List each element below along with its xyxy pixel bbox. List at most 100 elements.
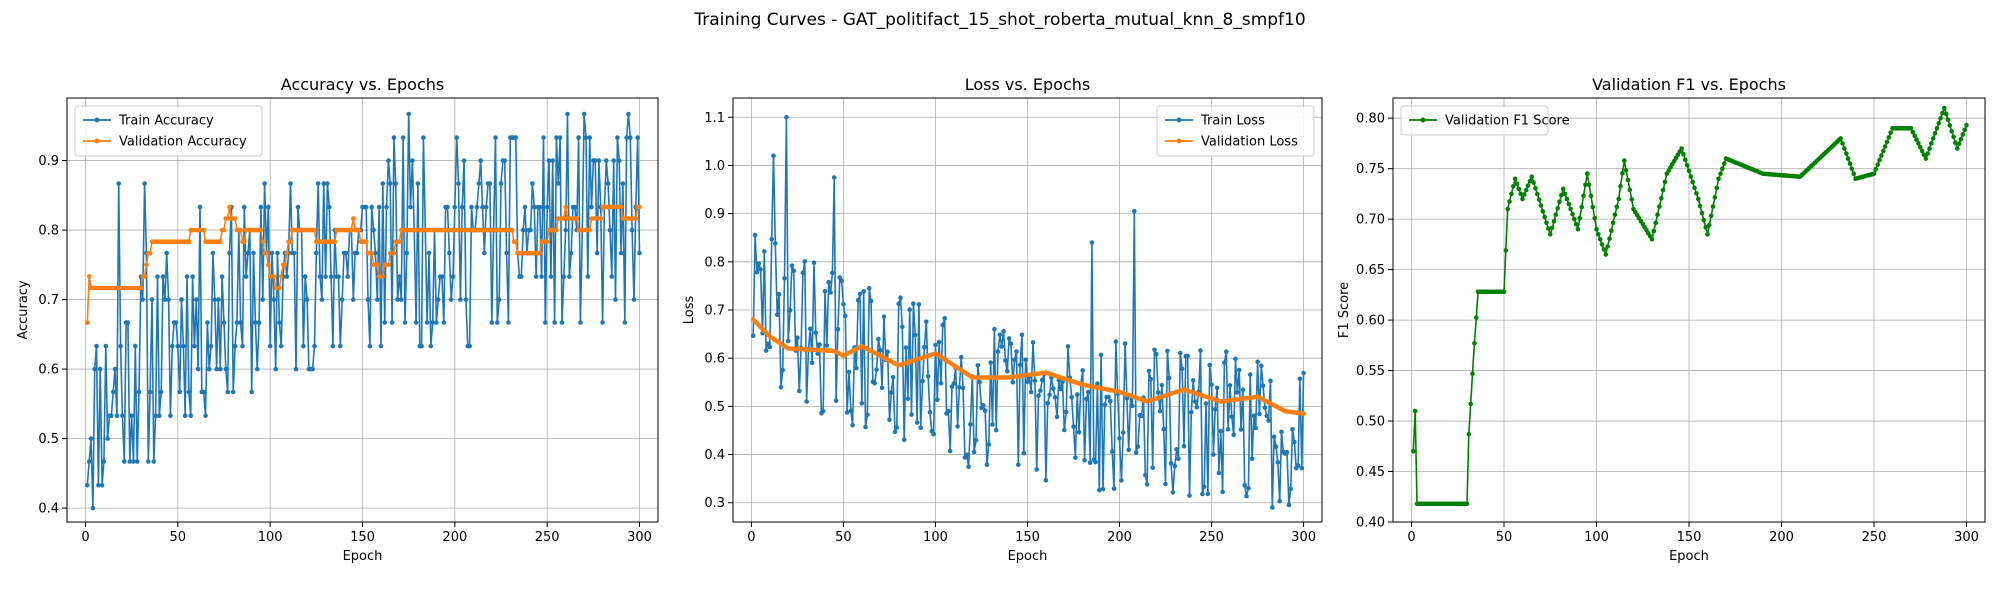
data-point <box>122 459 127 464</box>
data-point <box>1918 144 1923 150</box>
data-point <box>519 274 524 279</box>
data-point <box>824 343 830 348</box>
data-point <box>240 343 245 349</box>
data-point <box>942 315 947 321</box>
data-point <box>1614 204 1620 210</box>
data-point <box>1840 141 1845 146</box>
data-point <box>800 270 806 276</box>
data-point <box>109 413 114 419</box>
data-point <box>452 204 458 210</box>
data-point <box>371 227 376 233</box>
data-point <box>1653 220 1658 226</box>
data-point <box>1721 161 1727 166</box>
data-point <box>382 320 388 325</box>
data-point <box>345 274 351 279</box>
data-point <box>288 181 293 186</box>
data-point <box>99 482 105 488</box>
data-point <box>863 424 868 430</box>
data-point <box>1025 379 1030 385</box>
data-point <box>769 236 774 242</box>
data-point <box>304 297 310 302</box>
data-point <box>1953 140 1958 145</box>
data-point <box>1688 174 1694 179</box>
data-point <box>302 274 308 279</box>
data-point <box>1179 366 1185 372</box>
data-point <box>243 274 249 279</box>
data-point <box>1516 186 1522 192</box>
data-point <box>275 250 280 256</box>
data-point <box>563 204 568 210</box>
series-line-1 <box>1412 107 1968 505</box>
data-point <box>116 181 121 186</box>
data-point <box>1150 465 1155 471</box>
data-point <box>489 320 495 325</box>
data-point <box>162 297 168 302</box>
data-point <box>1038 388 1043 393</box>
y-axis-label: Accuracy <box>16 280 31 340</box>
data-point <box>363 204 369 210</box>
x-axis-label: Epoch <box>343 549 383 564</box>
data-point <box>618 250 624 256</box>
data-point <box>483 204 489 210</box>
data-point <box>1098 352 1104 358</box>
data-point <box>367 343 373 349</box>
data-point <box>509 227 515 233</box>
data-point <box>175 343 181 349</box>
data-point <box>203 413 208 419</box>
data-point <box>831 175 837 180</box>
data-point <box>995 349 1001 354</box>
data-point <box>1886 135 1892 140</box>
data-point <box>1599 242 1605 247</box>
data-point <box>754 270 760 275</box>
data-point <box>1557 199 1562 205</box>
data-point <box>1570 211 1575 217</box>
data-point <box>376 204 382 210</box>
data-point <box>227 250 232 256</box>
data-point <box>554 135 559 140</box>
data-point <box>1710 204 1716 209</box>
data-point <box>756 261 762 266</box>
data-point <box>598 216 603 221</box>
data-point <box>218 239 223 244</box>
data-point <box>1017 362 1023 368</box>
data-point <box>1962 127 1967 133</box>
data-point <box>1170 490 1176 495</box>
data-point <box>1084 396 1089 402</box>
data-point <box>1201 484 1207 490</box>
data-point <box>1919 148 1925 154</box>
data-point <box>528 227 533 233</box>
data-point <box>1010 379 1016 385</box>
data-point <box>266 204 271 210</box>
data-point <box>1106 394 1111 400</box>
data-point <box>1225 426 1231 432</box>
legend-label: Validation Accuracy <box>119 135 247 150</box>
data-point <box>273 366 279 372</box>
data-point <box>854 365 859 371</box>
data-point <box>314 250 319 256</box>
data-point <box>1097 487 1102 493</box>
data-point <box>951 381 957 386</box>
data-point <box>1701 217 1707 223</box>
data-point <box>1266 418 1271 423</box>
data-point <box>1586 182 1592 188</box>
data-point <box>1120 430 1126 435</box>
data-point <box>134 459 140 464</box>
data-point <box>1036 393 1041 399</box>
data-point <box>1662 179 1668 185</box>
data-point <box>1546 226 1551 231</box>
data-point <box>1301 411 1306 416</box>
data-point <box>251 250 256 256</box>
y-tick-label: 0.55 <box>1356 364 1385 379</box>
data-point <box>594 250 600 256</box>
data-point <box>1109 449 1115 454</box>
data-point <box>147 250 153 256</box>
x-tick-label: 0 <box>747 530 755 545</box>
data-point <box>173 320 179 325</box>
data-point <box>541 135 546 140</box>
data-point <box>1657 204 1662 209</box>
data-point <box>855 297 861 303</box>
data-point <box>1625 177 1631 183</box>
data-point <box>225 216 230 221</box>
data-point <box>1548 232 1553 237</box>
legend-marker <box>1420 117 1426 123</box>
